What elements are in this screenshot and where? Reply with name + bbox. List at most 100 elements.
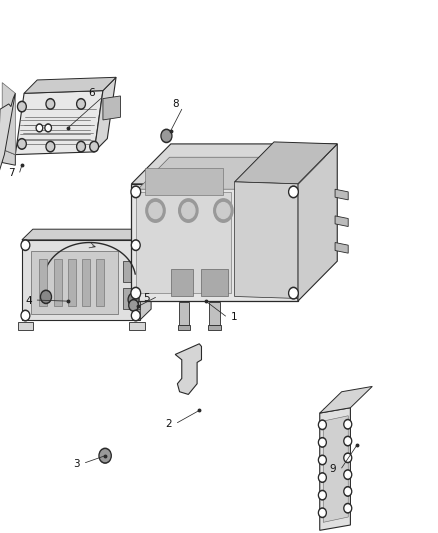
Circle shape (318, 490, 326, 500)
Circle shape (344, 419, 352, 429)
Polygon shape (68, 259, 76, 306)
Circle shape (130, 295, 138, 305)
Polygon shape (138, 157, 325, 189)
Polygon shape (123, 261, 140, 282)
Polygon shape (39, 259, 47, 306)
Circle shape (18, 101, 26, 112)
Polygon shape (2, 149, 15, 165)
Circle shape (91, 143, 97, 150)
Circle shape (320, 510, 325, 516)
Circle shape (77, 141, 85, 152)
Polygon shape (0, 93, 15, 176)
Polygon shape (131, 184, 298, 301)
Polygon shape (31, 251, 118, 314)
Circle shape (320, 422, 325, 428)
Polygon shape (209, 302, 220, 325)
Circle shape (131, 310, 140, 321)
Circle shape (345, 505, 350, 512)
Polygon shape (24, 77, 116, 93)
Circle shape (133, 241, 139, 249)
Circle shape (320, 439, 325, 446)
Circle shape (42, 292, 50, 302)
Circle shape (162, 131, 170, 141)
Polygon shape (335, 189, 348, 200)
Polygon shape (235, 182, 298, 298)
Circle shape (345, 421, 350, 427)
Polygon shape (22, 240, 140, 320)
Circle shape (290, 289, 297, 297)
Circle shape (161, 129, 172, 142)
Circle shape (182, 203, 195, 219)
Circle shape (22, 241, 28, 249)
Circle shape (132, 289, 139, 297)
Circle shape (77, 99, 85, 109)
Circle shape (37, 126, 41, 131)
Polygon shape (140, 229, 151, 320)
Circle shape (344, 453, 352, 463)
Circle shape (22, 312, 28, 319)
Circle shape (320, 492, 325, 498)
Polygon shape (178, 325, 190, 330)
Circle shape (21, 310, 30, 321)
Text: 9: 9 (329, 464, 336, 474)
Polygon shape (15, 91, 103, 155)
Polygon shape (129, 322, 145, 330)
Circle shape (318, 473, 326, 482)
Circle shape (40, 290, 52, 304)
Circle shape (344, 470, 352, 480)
Polygon shape (2, 83, 15, 155)
Circle shape (149, 203, 162, 219)
Circle shape (36, 124, 42, 132)
Circle shape (217, 203, 230, 219)
Polygon shape (123, 288, 140, 309)
Circle shape (290, 188, 297, 196)
Polygon shape (171, 269, 193, 296)
Circle shape (320, 457, 325, 463)
Circle shape (344, 503, 352, 513)
Circle shape (289, 186, 298, 198)
Circle shape (133, 312, 139, 319)
Circle shape (131, 287, 141, 299)
Polygon shape (235, 142, 337, 184)
Circle shape (78, 143, 84, 150)
Circle shape (345, 455, 350, 461)
Text: 7: 7 (7, 168, 14, 178)
Circle shape (19, 103, 25, 110)
Circle shape (318, 420, 326, 430)
Circle shape (344, 487, 352, 496)
Circle shape (131, 186, 141, 198)
Circle shape (21, 240, 30, 251)
Circle shape (318, 438, 326, 447)
Polygon shape (94, 77, 116, 152)
Circle shape (46, 99, 55, 109)
Circle shape (132, 188, 139, 196)
Polygon shape (136, 192, 231, 293)
Polygon shape (53, 259, 61, 306)
Circle shape (99, 448, 111, 463)
Circle shape (100, 450, 110, 462)
Circle shape (128, 293, 139, 306)
Polygon shape (82, 259, 90, 306)
Polygon shape (96, 259, 104, 306)
Text: 8: 8 (172, 99, 179, 109)
Polygon shape (22, 229, 151, 240)
Polygon shape (131, 144, 337, 184)
Circle shape (344, 437, 352, 446)
Text: 2: 2 (165, 419, 172, 429)
Circle shape (345, 472, 350, 478)
Polygon shape (298, 144, 337, 301)
Circle shape (47, 143, 53, 150)
Polygon shape (324, 400, 346, 413)
Circle shape (146, 199, 165, 222)
Text: 4: 4 (25, 296, 32, 306)
Circle shape (130, 301, 137, 310)
Circle shape (45, 124, 51, 132)
Polygon shape (320, 386, 372, 413)
Polygon shape (335, 216, 348, 227)
Polygon shape (208, 325, 221, 330)
Polygon shape (179, 302, 189, 325)
Text: 1: 1 (231, 312, 238, 322)
Polygon shape (335, 243, 348, 253)
Polygon shape (323, 416, 348, 522)
Text: 6: 6 (88, 88, 95, 98)
